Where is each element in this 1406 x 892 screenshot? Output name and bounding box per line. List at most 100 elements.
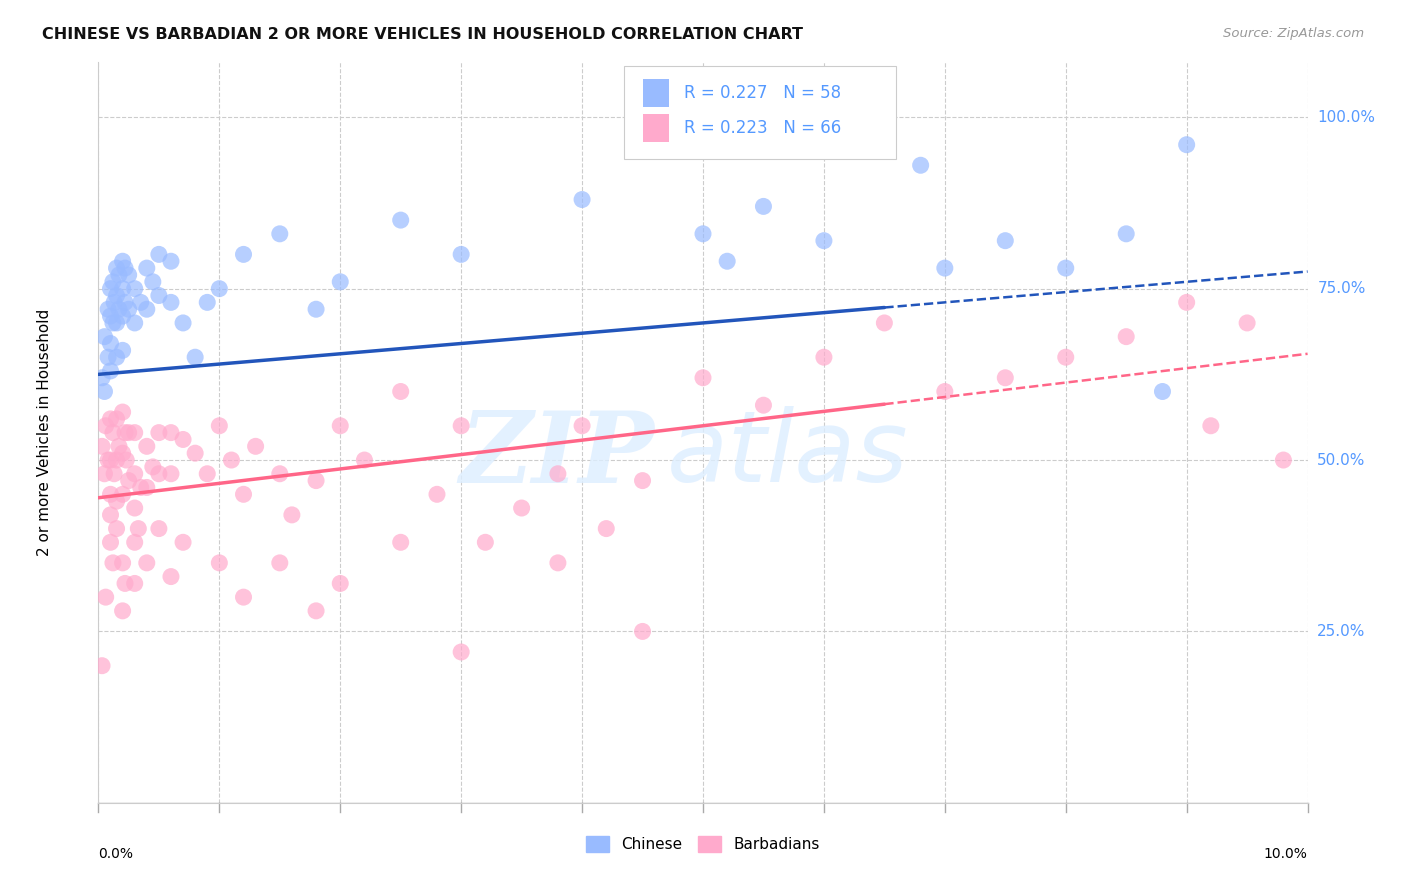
Point: [124, 467, 146, 481]
Point: [813, 350, 835, 364]
Point: [510, 501, 533, 516]
Point: [353, 453, 375, 467]
Point: [100, 412, 122, 426]
Text: 75.0%: 75.0%: [1317, 281, 1365, 296]
Point: [114, 295, 136, 310]
Text: 10.0%: 10.0%: [1264, 847, 1308, 861]
Point: [595, 522, 617, 536]
Point: [94, 418, 117, 433]
Point: [93, 467, 115, 481]
Point: [118, 425, 141, 440]
Point: [114, 425, 136, 440]
Point: [547, 467, 569, 481]
Point: [105, 522, 128, 536]
Point: [208, 418, 231, 433]
Point: [115, 453, 138, 467]
Point: [245, 439, 267, 453]
Point: [934, 261, 956, 276]
Point: [148, 522, 170, 536]
Point: [692, 227, 714, 241]
Point: [148, 288, 170, 302]
Point: [148, 467, 170, 481]
Point: [100, 508, 122, 522]
Point: [813, 234, 835, 248]
Point: [329, 576, 352, 591]
Point: [97, 453, 120, 467]
Point: [127, 522, 149, 536]
Point: [105, 350, 128, 364]
Point: [1115, 227, 1137, 241]
Text: 2 or more Vehicles in Household: 2 or more Vehicles in Household: [37, 309, 52, 557]
Point: [148, 247, 170, 261]
Point: [142, 459, 165, 474]
Point: [101, 275, 124, 289]
Legend: Chinese, Barbadians: Chinese, Barbadians: [581, 830, 825, 858]
Point: [232, 247, 254, 261]
Point: [124, 316, 146, 330]
Point: [450, 247, 472, 261]
Point: [124, 425, 146, 440]
Point: [160, 425, 183, 440]
Point: [692, 371, 714, 385]
Point: [1054, 350, 1077, 364]
Point: [118, 302, 141, 317]
Point: [195, 295, 218, 310]
Point: [91, 658, 114, 673]
Point: [716, 254, 738, 268]
Point: [172, 433, 194, 447]
Point: [305, 302, 328, 317]
Point: [111, 487, 134, 501]
Point: [111, 254, 134, 268]
Point: [118, 474, 141, 488]
Point: [160, 569, 183, 583]
Point: [910, 158, 932, 172]
Point: [208, 556, 231, 570]
Point: [1054, 261, 1077, 276]
Point: [103, 467, 125, 481]
Point: [103, 295, 125, 310]
Point: [571, 193, 593, 207]
Point: [100, 487, 122, 501]
Text: Source: ZipAtlas.com: Source: ZipAtlas.com: [1223, 27, 1364, 40]
Point: [184, 446, 207, 460]
Point: [142, 275, 165, 289]
Point: [114, 261, 136, 276]
Point: [873, 316, 896, 330]
Point: [100, 535, 122, 549]
Text: R = 0.227   N = 58: R = 0.227 N = 58: [683, 84, 841, 102]
Point: [105, 453, 128, 467]
Point: [1115, 329, 1137, 343]
Point: [97, 302, 120, 317]
Point: [752, 199, 775, 213]
Point: [91, 371, 114, 385]
Point: [105, 316, 128, 330]
Point: [118, 268, 141, 282]
Point: [108, 302, 131, 317]
Point: [135, 480, 157, 494]
Point: [631, 474, 654, 488]
Point: [426, 487, 449, 501]
Point: [135, 439, 157, 453]
Point: [389, 384, 412, 399]
Point: [232, 487, 254, 501]
Text: 0.0%: 0.0%: [98, 847, 134, 861]
Point: [571, 418, 593, 433]
Point: [105, 494, 128, 508]
Point: [111, 309, 134, 323]
Point: [1175, 295, 1198, 310]
Point: [129, 295, 152, 310]
Point: [389, 213, 412, 227]
Point: [101, 316, 124, 330]
Point: [105, 261, 128, 276]
Point: [111, 604, 134, 618]
Point: [221, 453, 243, 467]
Point: [474, 535, 496, 549]
Point: [129, 480, 152, 494]
Point: [1199, 418, 1222, 433]
Point: [101, 425, 124, 440]
Point: [111, 343, 134, 358]
Point: [1236, 316, 1258, 330]
Point: [329, 275, 352, 289]
Point: [111, 556, 134, 570]
Point: [305, 474, 328, 488]
